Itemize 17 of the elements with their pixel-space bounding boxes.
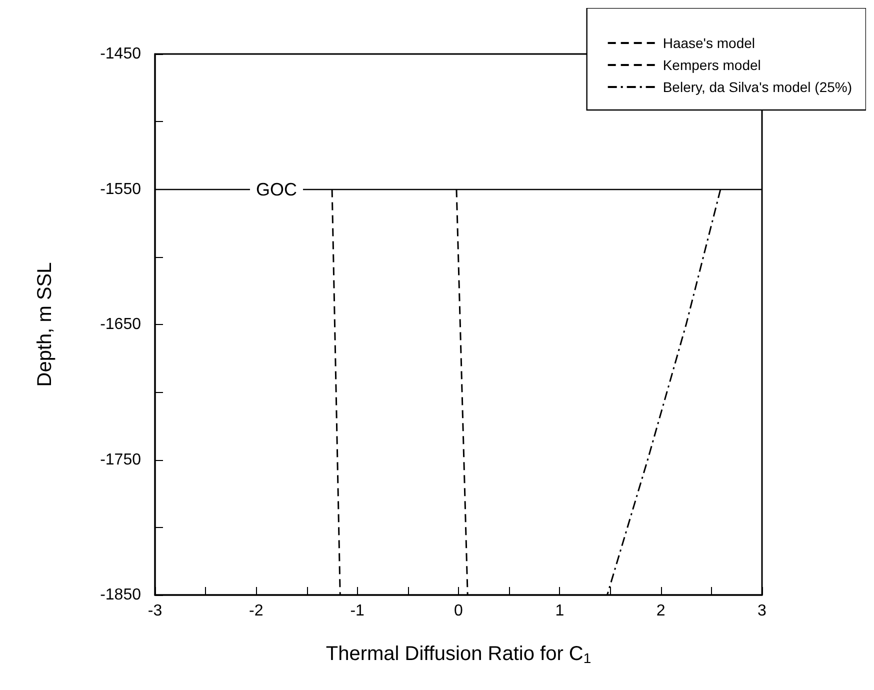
x-tick-label: 3 (758, 602, 767, 620)
y-axis-title: Depth, m SSL (34, 262, 56, 387)
ref-line-label: GOC (256, 179, 298, 200)
legend-label: Haase's model (662, 35, 756, 51)
x-tick-label: -3 (148, 602, 162, 620)
x-tick-label: -1 (350, 602, 365, 620)
x-tick-label: 2 (656, 602, 666, 620)
y-tick-label: -1850 (100, 586, 142, 604)
y-tick-label: -1750 (100, 451, 142, 468)
legend-label: Kempers model (662, 57, 761, 73)
x-tick-label: 1 (555, 602, 564, 620)
x-tick-label: -2 (249, 602, 264, 620)
x-tick-label: 0 (454, 602, 464, 620)
y-tick-label: -1450 (100, 46, 142, 62)
y-tick-label: -1650 (100, 316, 142, 333)
legend-label: Belery, da Silva's model (25%) (662, 79, 852, 95)
y-tick-label: -1550 (100, 180, 142, 198)
